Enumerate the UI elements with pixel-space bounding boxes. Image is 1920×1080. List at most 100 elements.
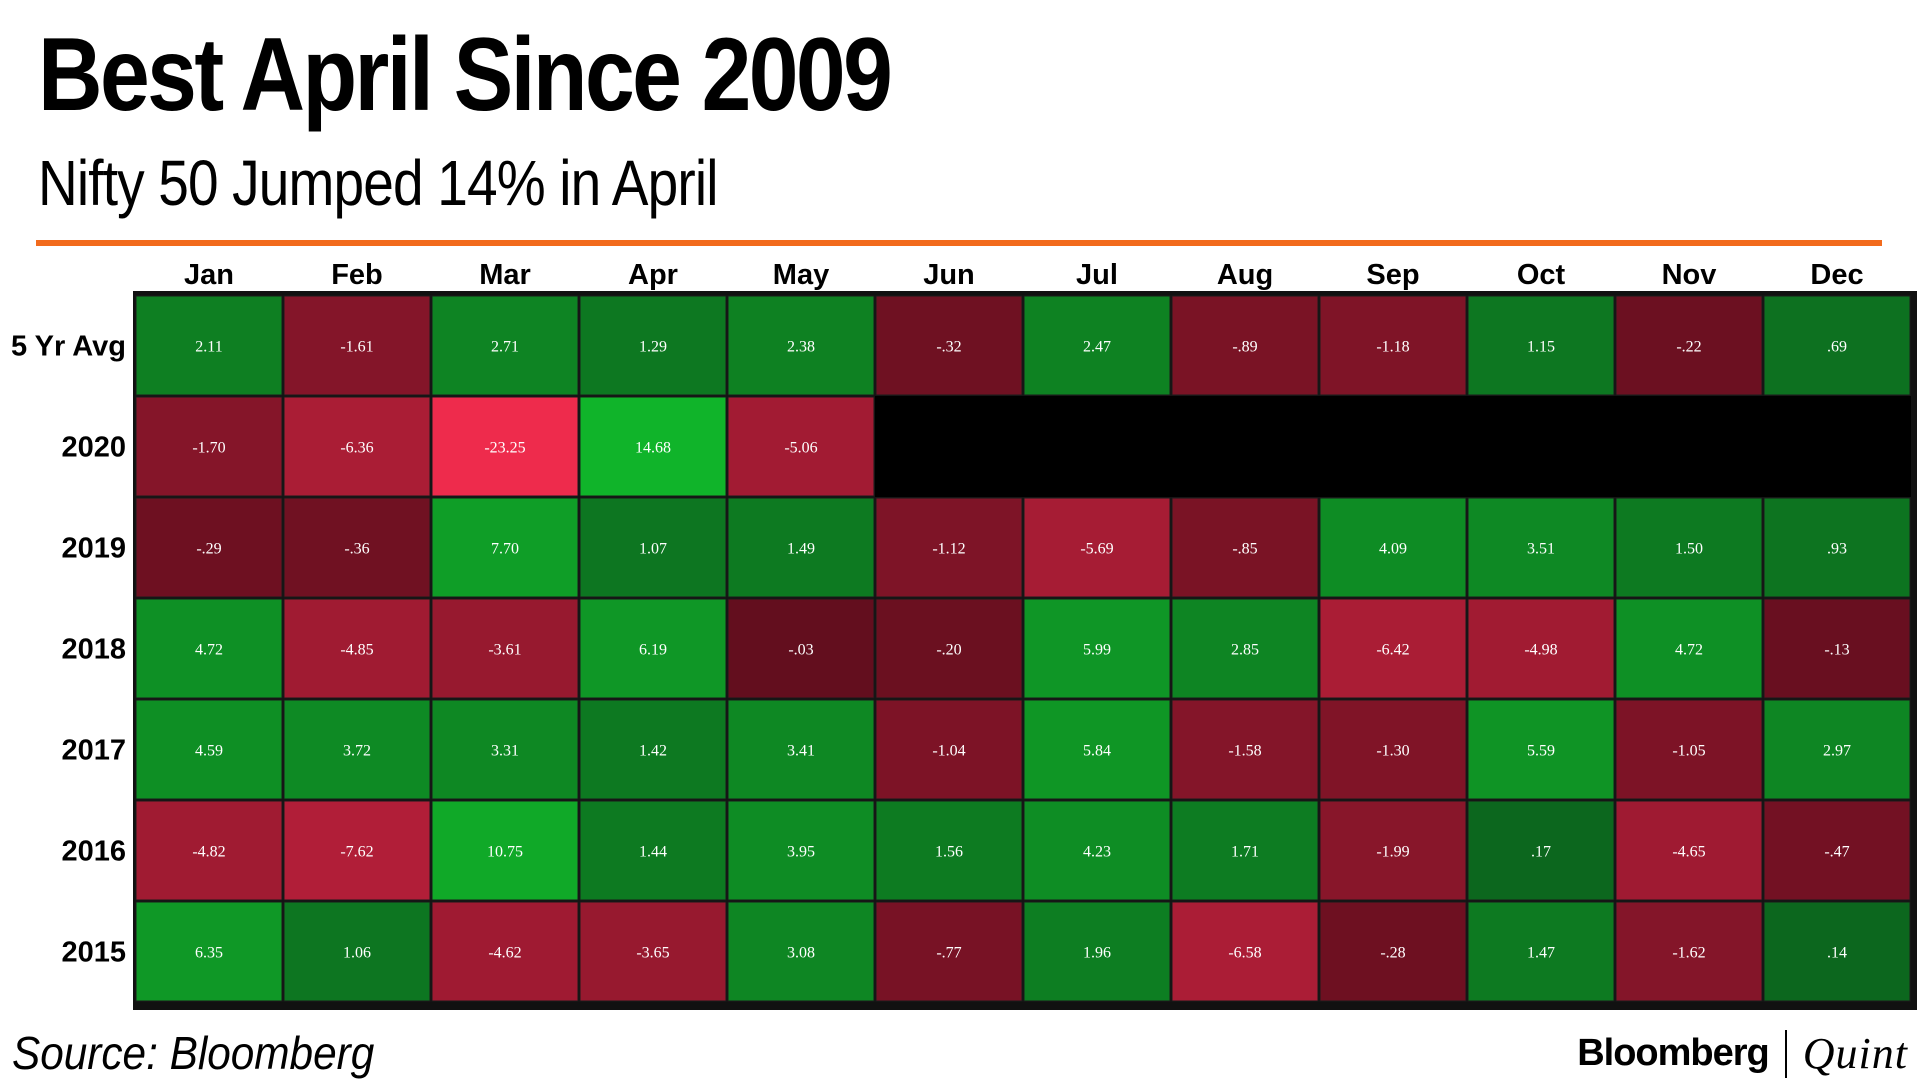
column-header: Nov bbox=[1662, 259, 1717, 291]
heatmap-cell bbox=[875, 901, 1023, 1002]
heatmap-cell bbox=[283, 901, 431, 1002]
heatmap-cell bbox=[1763, 800, 1911, 901]
cell-value-label: 1.49 bbox=[787, 541, 815, 558]
row-label: 2020 bbox=[61, 432, 126, 464]
heatmap-cell bbox=[1023, 598, 1171, 699]
column-header: May bbox=[773, 259, 829, 291]
cell-value-label: 14.68 bbox=[635, 440, 671, 457]
cell-value-label: 4.09 bbox=[1379, 541, 1407, 558]
cell-value-label: 5.84 bbox=[1083, 743, 1111, 760]
heatmap-cell bbox=[727, 598, 875, 699]
heatmap-cell bbox=[283, 396, 431, 497]
cell-value-label: 4.23 bbox=[1083, 844, 1111, 861]
heatmap-cell bbox=[431, 295, 579, 396]
heatmap-cell bbox=[1023, 295, 1171, 396]
cell-value-label: -4.82 bbox=[192, 844, 225, 861]
cell-value-label: -6.36 bbox=[340, 440, 373, 457]
cell-value-label: 2.71 bbox=[491, 339, 519, 356]
cell-value-label: .14 bbox=[1827, 945, 1847, 962]
heatmap-cell bbox=[283, 497, 431, 598]
row-label: 2016 bbox=[61, 836, 126, 868]
heatmap-cell bbox=[1763, 497, 1911, 598]
cell-value-label: -.85 bbox=[1232, 541, 1257, 558]
row-label: 2015 bbox=[61, 937, 126, 969]
heatmap-cell bbox=[431, 598, 579, 699]
heatmap-cell bbox=[1467, 901, 1615, 1002]
column-header: Aug bbox=[1217, 259, 1273, 291]
cell-value-label: -1.12 bbox=[932, 541, 965, 558]
orange-divider-rule bbox=[36, 240, 1882, 246]
heatmap-cell bbox=[431, 497, 579, 598]
cell-value-label: -5.69 bbox=[1080, 541, 1113, 558]
heatmap-cell bbox=[1467, 598, 1615, 699]
heatmap-cell bbox=[1615, 497, 1763, 598]
heatmap-cell bbox=[1319, 901, 1467, 1002]
heatmap-chart: Jan Feb Mar Apr May Jun Jul Aug Sep Oct Nov Dec 5 Yr… bbox=[11, 259, 1917, 1010]
heatmap-cell bbox=[579, 800, 727, 901]
heatmap-cell bbox=[1171, 295, 1319, 396]
cell-value-label: -1.30 bbox=[1376, 743, 1409, 760]
cell-value-label: .17 bbox=[1531, 844, 1551, 861]
cell-value-label: -1.18 bbox=[1376, 339, 1409, 356]
cell-value-label: -1.04 bbox=[932, 743, 965, 760]
publisher-logo: Bloomberg Quint bbox=[1577, 1028, 1908, 1079]
heatmap-cell bbox=[1319, 598, 1467, 699]
cell-value-label: 10.75 bbox=[487, 844, 523, 861]
column-header: Sep bbox=[1366, 259, 1419, 291]
heatmap-cell bbox=[1023, 699, 1171, 800]
heatmap-cell bbox=[1171, 901, 1319, 1002]
cell-value-label: 1.56 bbox=[935, 844, 963, 861]
cell-value-label: 1.06 bbox=[343, 945, 371, 962]
heatmap-cell bbox=[1615, 598, 1763, 699]
cell-value-label: -5.06 bbox=[784, 440, 817, 457]
column-header: Jan bbox=[184, 259, 234, 291]
cell-value-label: -1.70 bbox=[192, 440, 225, 457]
cell-value-label: .93 bbox=[1827, 541, 1847, 558]
heatmap-cell bbox=[1319, 295, 1467, 396]
cell-value-label: 1.71 bbox=[1231, 844, 1259, 861]
heatmap-cell bbox=[431, 901, 579, 1002]
cell-value-label: 3.51 bbox=[1527, 541, 1555, 558]
cell-value-label: 1.07 bbox=[639, 541, 667, 558]
cell-value-label: -.89 bbox=[1232, 339, 1257, 356]
chart-subtitle: Nifty 50 Jumped 14% in April bbox=[38, 147, 718, 219]
heatmap-cell bbox=[727, 699, 875, 800]
cell-value-label: -3.65 bbox=[636, 945, 669, 962]
heatmap-cell bbox=[875, 598, 1023, 699]
cell-value-label: 5.99 bbox=[1083, 642, 1111, 659]
heatmap-cell bbox=[1615, 901, 1763, 1002]
heatmap-cell bbox=[1763, 699, 1911, 800]
heatmap-cell bbox=[1615, 295, 1763, 396]
cell-value-label: -6.42 bbox=[1376, 642, 1409, 659]
heatmap-cell bbox=[1171, 699, 1319, 800]
row-label: 5 Yr Avg bbox=[11, 331, 126, 363]
heatmap-cell bbox=[283, 699, 431, 800]
cell-value-label: -4.62 bbox=[488, 945, 521, 962]
cell-value-label: .69 bbox=[1827, 339, 1847, 356]
heatmap-cell bbox=[135, 800, 283, 901]
heatmap-cell bbox=[283, 598, 431, 699]
cell-value-label: 2.11 bbox=[195, 339, 222, 356]
cell-value-label: 6.35 bbox=[195, 945, 223, 962]
heatmap-cell bbox=[579, 295, 727, 396]
cell-value-label: -.77 bbox=[936, 945, 961, 962]
heatmap-cell bbox=[1023, 800, 1171, 901]
cell-value-label: -4.98 bbox=[1524, 642, 1557, 659]
column-header: Apr bbox=[628, 259, 678, 291]
cell-value-label: 3.41 bbox=[787, 743, 815, 760]
heatmap-cell bbox=[135, 598, 283, 699]
heatmap-cell bbox=[283, 295, 431, 396]
column-header: Feb bbox=[331, 259, 383, 291]
heatmap-cell bbox=[431, 699, 579, 800]
cell-value-label: -.22 bbox=[1676, 339, 1701, 356]
heatmap-cell bbox=[1467, 800, 1615, 901]
heatmap-cell bbox=[1763, 598, 1911, 699]
heatmap-cell bbox=[1319, 699, 1467, 800]
column-header: Jul bbox=[1076, 259, 1118, 291]
cell-value-label: 2.47 bbox=[1083, 339, 1111, 356]
cell-value-label: 1.29 bbox=[639, 339, 667, 356]
cell-value-label: 1.96 bbox=[1083, 945, 1111, 962]
no-data-band bbox=[875, 396, 1911, 497]
heatmap-cell bbox=[1467, 699, 1615, 800]
cell-value-label: -4.65 bbox=[1672, 844, 1705, 861]
